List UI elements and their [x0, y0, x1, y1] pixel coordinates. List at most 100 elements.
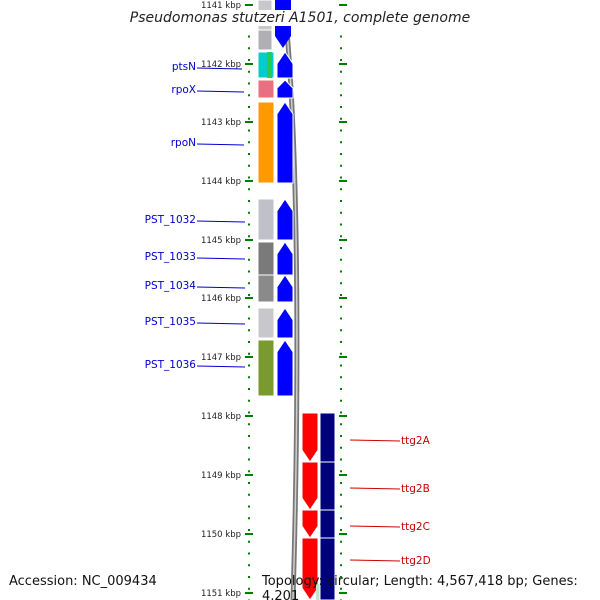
gene-label-leader — [349, 559, 401, 562]
track-tick-dot — [340, 270, 342, 273]
gene-block — [257, 198, 275, 241]
gene-block — [257, 29, 273, 51]
track-tick-dot — [340, 35, 342, 38]
kbp-label: 1145 kbp — [201, 236, 241, 246]
gene-arrow-reverse — [319, 412, 336, 463]
gene-label-link[interactable]: PST_1035 — [145, 316, 196, 328]
track-tick-dot — [248, 164, 250, 167]
track-tick-dot — [248, 153, 250, 155]
track-tick-dot — [248, 70, 250, 73]
track-tick-dot — [248, 94, 250, 97]
gene-block — [301, 537, 319, 600]
track-tick-dot — [340, 564, 342, 567]
gene-block — [301, 412, 319, 463]
gene-label-leader — [196, 220, 246, 223]
gene-block — [257, 79, 275, 99]
gene-label-link[interactable]: ptsN — [172, 61, 196, 73]
track-tick-dot — [340, 388, 342, 390]
genome-title: Pseudomonas stutzeri A1501, complete gen… — [0, 10, 600, 26]
gene-block — [301, 461, 319, 511]
track-tick-dot — [248, 529, 250, 531]
track-tick-dot — [340, 176, 342, 179]
gene-label-link[interactable]: rpoX — [171, 84, 196, 96]
track-tick-dot — [248, 188, 250, 191]
gene-label-leader — [196, 67, 243, 70]
track-tick-dot — [248, 35, 250, 38]
track-tick-dot — [248, 587, 250, 590]
gene-block — [257, 339, 275, 397]
track-tick-dot — [248, 458, 250, 461]
track-tick-dot — [248, 294, 250, 296]
gene-label-link[interactable]: ttg2A — [401, 435, 431, 447]
gene-labels[interactable]: ptsN rpoX rpoN PST_1032 PST_1033 PST_1034 PST_… — [145, 61, 431, 567]
track-tick-dot — [248, 59, 250, 61]
track-tick-dot — [340, 552, 342, 555]
kbp-label: 1150 kbp — [201, 530, 241, 540]
gene-label-leader — [349, 525, 401, 528]
gene-arrow — [276, 101, 294, 184]
track-tick-dot — [248, 399, 250, 402]
track-tick-dot — [340, 59, 342, 61]
track-tick-dot — [340, 200, 342, 202]
track-tick-dot — [340, 435, 342, 437]
gene-label-link[interactable]: PST_1032 — [145, 214, 196, 226]
gene-label-leader — [196, 90, 245, 93]
track-tick-dot — [340, 587, 342, 590]
track-tick-dot — [248, 176, 250, 179]
gene-arrow-reverse — [319, 537, 336, 600]
gene-arrow — [276, 241, 294, 276]
track-tick-dot — [340, 164, 342, 167]
gene-arrow-reverse — [319, 509, 336, 539]
track-tick-dot — [340, 211, 342, 214]
track-tick-dot — [248, 540, 250, 543]
gene-label-leader — [196, 286, 246, 289]
gene-label-link[interactable]: ttg2C — [401, 521, 430, 533]
kbp-label: 1148 kbp — [201, 412, 241, 422]
track-tick-dot — [248, 552, 250, 555]
track-tick-dot — [248, 317, 250, 320]
kbp-label: 1141 kbp — [201, 1, 241, 11]
track-tick-dot — [248, 247, 250, 249]
track-tick-dot — [248, 364, 250, 367]
gene-arrow — [276, 79, 294, 99]
track-tick-dot — [340, 258, 342, 261]
track-tick-dot — [340, 446, 342, 449]
gene-label-link[interactable]: ttg2B — [401, 483, 430, 495]
track-tick-dot — [340, 482, 342, 484]
track-tick-dot — [248, 388, 250, 390]
track-tick-dot — [340, 399, 342, 402]
gene-label-link[interactable]: PST_1033 — [145, 251, 196, 263]
track-tick-dot — [340, 470, 342, 473]
track-tick-dot — [340, 223, 342, 226]
track-tick-dot — [340, 235, 342, 238]
track-tick-dot — [248, 47, 250, 50]
gene-label-leader — [196, 257, 246, 260]
track-tick-dot — [340, 529, 342, 531]
gene-arrow — [276, 339, 294, 397]
track-tick-dot — [340, 352, 342, 355]
gene-label-link[interactable]: PST_1034 — [145, 280, 197, 292]
gene-arrows — [275, 0, 336, 600]
gene-label-link[interactable]: rpoN — [171, 137, 196, 149]
track-tick-dot — [340, 129, 342, 132]
track-tick-dot — [340, 82, 342, 85]
gene-label-leader — [349, 487, 401, 490]
track-tick-dot — [340, 411, 342, 414]
gene-label-link[interactable]: PST_1036 — [145, 359, 197, 371]
gene-label-link[interactable]: ttg2D — [401, 555, 431, 567]
track-tick-dot — [340, 106, 342, 108]
track-tick-dot — [248, 564, 250, 567]
track-tick-dot — [248, 376, 250, 379]
track-tick-dot — [248, 470, 250, 473]
track-tick-dot — [340, 540, 342, 543]
track-tick-dot — [248, 258, 250, 261]
track-tick-dot — [248, 341, 250, 343]
track-tick-dot — [248, 305, 250, 308]
track-tick-dot — [248, 82, 250, 85]
track-tick-dot — [340, 47, 342, 50]
track-tick-dot — [340, 505, 342, 508]
track-tick-dot — [340, 188, 342, 191]
track-tick-dot — [340, 458, 342, 461]
track-tick-dot — [248, 211, 250, 214]
